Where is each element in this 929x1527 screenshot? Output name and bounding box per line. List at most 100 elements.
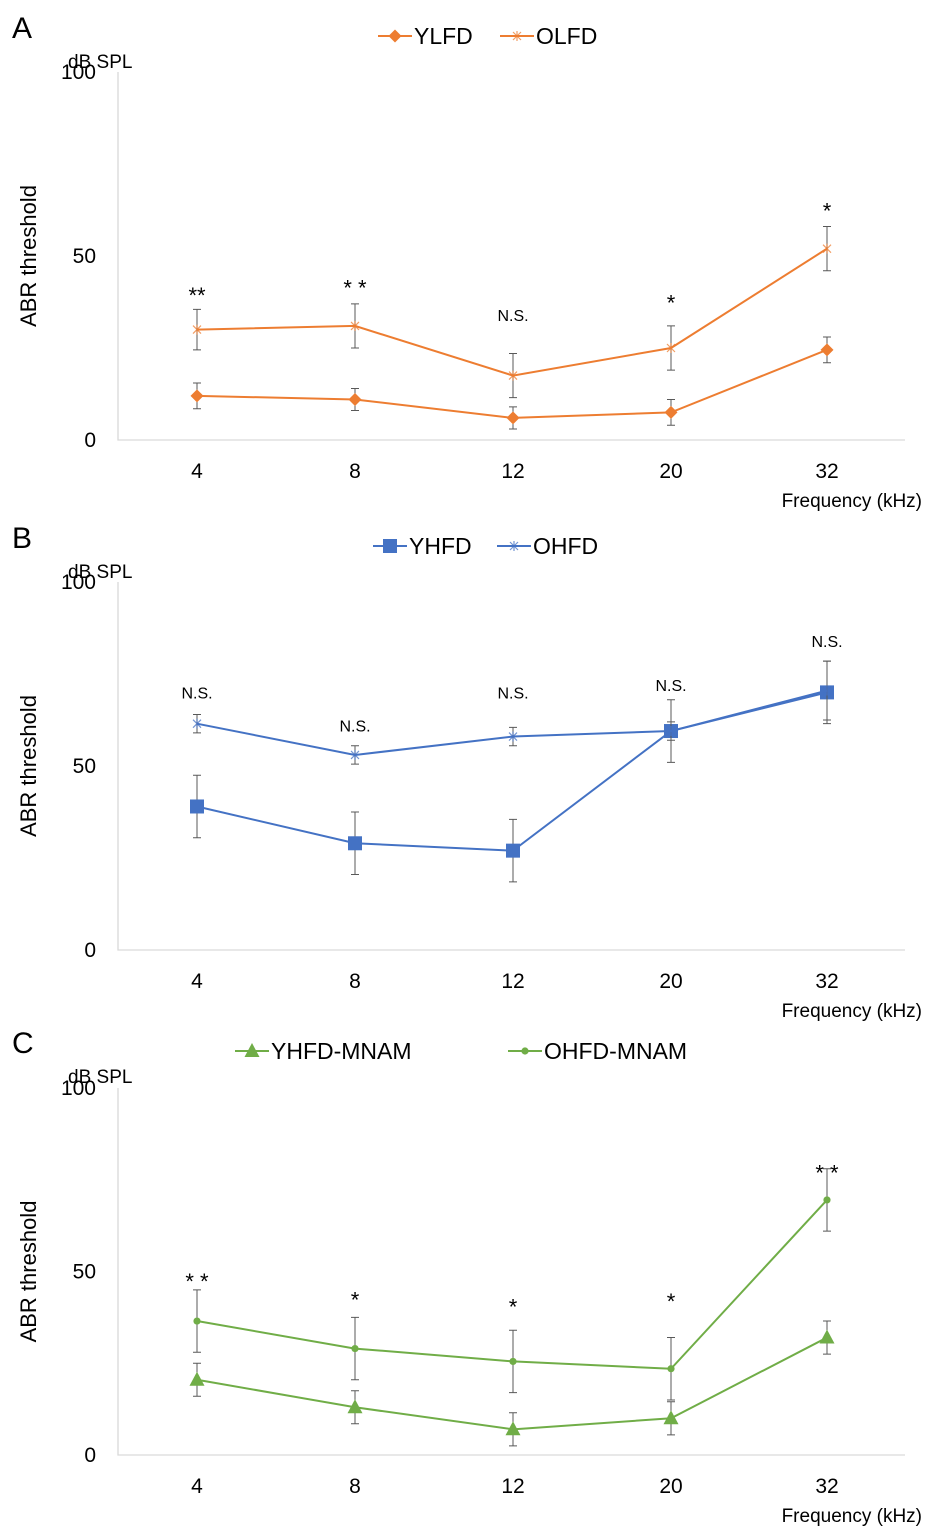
x-axis-label: Frequency (kHz) — [782, 1001, 922, 1022]
significance-label: N.S. — [497, 685, 528, 702]
y-axis-label: ABR threshold — [16, 695, 41, 837]
data-point — [506, 411, 520, 425]
y-tick-label: 100 — [61, 1077, 96, 1100]
y-unit-label: dB SPL — [68, 52, 132, 73]
significance-label: N.S. — [181, 685, 212, 702]
y-tick-label: 50 — [73, 755, 96, 778]
y-tick-label: 100 — [61, 61, 96, 84]
significance-label: * * — [815, 1161, 839, 1186]
data-point — [189, 1371, 205, 1386]
data-point — [348, 393, 362, 407]
axes — [117, 72, 905, 441]
y-tick-label: 0 — [84, 429, 96, 452]
data-point — [663, 1410, 679, 1425]
legend-marker — [383, 539, 397, 553]
legend-label: YLFD — [414, 23, 473, 49]
x-tick-label: 20 — [659, 460, 682, 483]
data-point — [506, 843, 520, 858]
series-line — [196, 1199, 828, 1370]
data-point — [666, 726, 676, 737]
significance-label: * * — [343, 276, 367, 301]
axes — [117, 582, 905, 951]
y-tick-label: 50 — [73, 245, 96, 268]
significance-label: N.S. — [497, 308, 528, 325]
legend-item-ohfd: OHFD — [497, 533, 598, 559]
data-point — [508, 370, 518, 381]
legend-item-ylfd: YLFD — [378, 23, 473, 49]
data-point — [192, 324, 202, 335]
data-point — [190, 799, 204, 814]
axes — [117, 1088, 905, 1456]
x-tick-label: 8 — [349, 970, 361, 993]
y-tick-label: 0 — [84, 939, 96, 962]
data-point — [347, 1399, 363, 1414]
legend-label: OHFD-MNAM — [544, 1038, 687, 1064]
x-axis-label: Frequency (kHz) — [782, 491, 922, 512]
x-tick-label: 20 — [659, 1475, 682, 1498]
data-point — [822, 243, 832, 254]
x-tick-label: 32 — [815, 460, 838, 483]
x-tick-label: 4 — [191, 1475, 203, 1498]
series-olfd — [192, 226, 832, 399]
legend-item-olfd: OLFD — [500, 23, 597, 49]
legend-marker — [388, 29, 402, 43]
x-tick-label: 4 — [191, 460, 203, 483]
data-point — [509, 1357, 517, 1366]
x-tick-label: 20 — [659, 970, 682, 993]
significance-label: N.S. — [339, 719, 370, 736]
legend-item-yhfd: YHFD — [373, 533, 472, 559]
legend-label: OLFD — [536, 23, 597, 49]
legend-label: YHFD-MNAM — [271, 1038, 412, 1064]
panel-letter: B — [12, 522, 32, 555]
data-point — [667, 1365, 675, 1373]
data-point — [820, 343, 834, 357]
legend-marker — [521, 1047, 529, 1055]
data-point — [505, 1421, 521, 1436]
significance-label: * — [667, 1289, 676, 1314]
data-point — [190, 389, 204, 403]
significance-label: * * — [185, 1269, 209, 1294]
legend-item-ohfd-mnam: OHFD-MNAM — [508, 1038, 687, 1064]
y-axis-label: ABR threshold — [16, 1201, 41, 1343]
panel-c: CdB SPL ABR threshold 0 50 100 4 8 12 20 32 Freque… — [12, 1027, 922, 1527]
legend-item-yhfd-mnam: YHFD-MNAM — [235, 1038, 412, 1064]
x-tick-label: 4 — [191, 970, 203, 993]
data-point — [193, 1317, 201, 1325]
data-point — [350, 749, 360, 760]
x-tick-label: 32 — [815, 970, 838, 993]
series-line — [196, 691, 828, 852]
panel-a: AdB SPL ABR threshold 0 50 100 4 8 12 20 32 Freque… — [12, 12, 922, 512]
panel-b: BdB SPL ABR threshold 0 50 100 4 8 12 20 32 Freque… — [12, 522, 922, 1022]
panel-letter: C — [12, 1027, 34, 1060]
data-point — [508, 731, 518, 742]
legend-marker — [512, 31, 522, 41]
legend-marker — [509, 541, 519, 551]
series-line — [196, 348, 828, 419]
x-tick-label: 12 — [501, 1475, 524, 1498]
significance-label: N.S. — [655, 678, 686, 695]
data-point — [664, 405, 678, 419]
data-point — [351, 1344, 359, 1353]
y-tick-label: 50 — [73, 1261, 96, 1284]
significance-label: * — [667, 290, 676, 315]
y-axis-label: ABR threshold — [16, 185, 41, 327]
x-tick-label: 8 — [349, 460, 361, 483]
x-tick-label: 32 — [815, 1475, 838, 1498]
series-ohfd — [192, 660, 832, 765]
significance-label: * — [351, 1287, 360, 1312]
x-axis-label: Frequency (kHz) — [782, 1506, 922, 1527]
legend-label: YHFD — [409, 533, 472, 559]
x-tick-label: 12 — [501, 970, 524, 993]
significance-label: * — [509, 1295, 518, 1320]
series-yhfd-mnam — [189, 1320, 835, 1447]
data-point — [192, 718, 202, 729]
y-unit-label: dB SPL — [68, 1067, 132, 1088]
data-point — [666, 343, 676, 353]
significance-label: ** — [188, 283, 206, 308]
series-ohfd-mnam — [193, 1168, 831, 1401]
legend-marker — [244, 1043, 260, 1057]
legend-label: OHFD — [533, 533, 598, 559]
panel-letter: A — [12, 12, 32, 45]
data-point — [819, 1329, 835, 1344]
data-point — [822, 685, 832, 696]
